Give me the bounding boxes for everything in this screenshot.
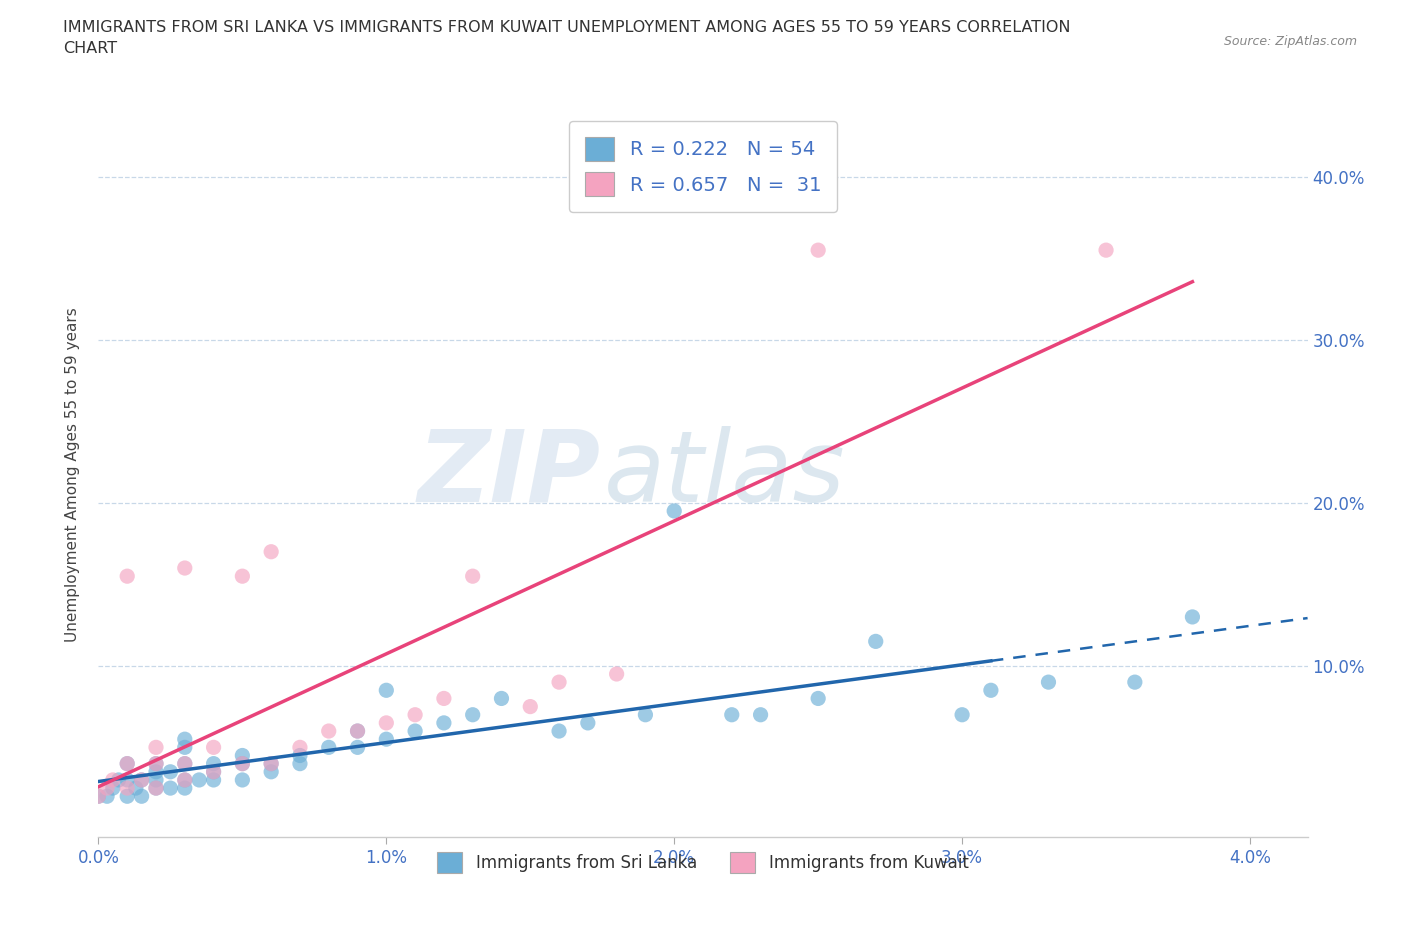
Point [231, 756, 253, 771]
Text: CHART: CHART [63, 41, 117, 56]
Point [807, 691, 830, 706]
Point [375, 715, 398, 730]
Point [749, 708, 772, 723]
Point [231, 773, 253, 788]
Point [375, 732, 398, 747]
Point [404, 708, 426, 723]
Point [173, 756, 195, 771]
Point [115, 773, 138, 788]
Point [87, 789, 110, 804]
Text: ZIP: ZIP [418, 426, 600, 523]
Point [159, 764, 181, 779]
Point [96, 780, 118, 795]
Point [96, 789, 118, 804]
Point [173, 756, 195, 771]
Point [548, 674, 571, 689]
Point [173, 740, 195, 755]
Point [318, 740, 340, 755]
Point [433, 715, 456, 730]
Point [145, 764, 167, 779]
Point [375, 683, 398, 698]
Point [461, 708, 484, 723]
Point [145, 780, 167, 795]
Point [1095, 243, 1118, 258]
Point [202, 740, 225, 755]
Point [173, 780, 195, 795]
Point [1181, 609, 1204, 624]
Y-axis label: Unemployment Among Ages 55 to 59 years: Unemployment Among Ages 55 to 59 years [65, 307, 80, 642]
Point [491, 691, 513, 706]
Point [115, 569, 138, 584]
Point [115, 756, 138, 771]
Point [318, 724, 340, 738]
Point [131, 773, 153, 788]
Point [87, 789, 110, 804]
Point [115, 756, 138, 771]
Text: atlas: atlas [603, 426, 845, 523]
Point [260, 756, 283, 771]
Point [145, 773, 167, 788]
Text: IMMIGRANTS FROM SRI LANKA VS IMMIGRANTS FROM KUWAIT UNEMPLOYMENT AMONG AGES 55 T: IMMIGRANTS FROM SRI LANKA VS IMMIGRANTS … [63, 20, 1071, 35]
Point [131, 789, 153, 804]
Point [461, 569, 484, 584]
Point [548, 724, 571, 738]
Point [115, 780, 138, 795]
Point [131, 773, 153, 788]
Point [720, 708, 742, 723]
Point [145, 756, 167, 771]
Point [980, 683, 1002, 698]
Point [807, 243, 830, 258]
Point [634, 708, 657, 723]
Point [288, 756, 311, 771]
Point [260, 756, 283, 771]
Point [145, 780, 167, 795]
Point [101, 773, 124, 788]
Point [346, 724, 368, 738]
Point [145, 740, 167, 755]
Point [173, 773, 195, 788]
Point [159, 780, 181, 795]
Point [107, 773, 129, 788]
Point [202, 764, 225, 779]
Point [115, 789, 138, 804]
Point [260, 544, 283, 559]
Point [433, 691, 456, 706]
Point [231, 748, 253, 763]
Point [519, 699, 541, 714]
Point [231, 756, 253, 771]
Point [173, 561, 195, 576]
Point [202, 773, 225, 788]
Point [173, 773, 195, 788]
Point [288, 748, 311, 763]
Point [1038, 674, 1060, 689]
Point [606, 667, 628, 682]
Point [202, 756, 225, 771]
Point [865, 634, 887, 649]
Point [1123, 674, 1146, 689]
Legend: Immigrants from Sri Lanka, Immigrants from Kuwait: Immigrants from Sri Lanka, Immigrants fr… [430, 845, 976, 880]
Point [346, 724, 368, 738]
Point [576, 715, 599, 730]
Point [950, 708, 973, 723]
Point [404, 724, 426, 738]
Point [101, 780, 124, 795]
Point [188, 773, 211, 788]
Point [288, 740, 311, 755]
Text: Source: ZipAtlas.com: Source: ZipAtlas.com [1223, 35, 1357, 48]
Point [145, 756, 167, 771]
Point [125, 780, 148, 795]
Point [260, 764, 283, 779]
Point [346, 740, 368, 755]
Point [202, 764, 225, 779]
Point [173, 732, 195, 747]
Point [664, 503, 686, 518]
Point [231, 569, 253, 584]
